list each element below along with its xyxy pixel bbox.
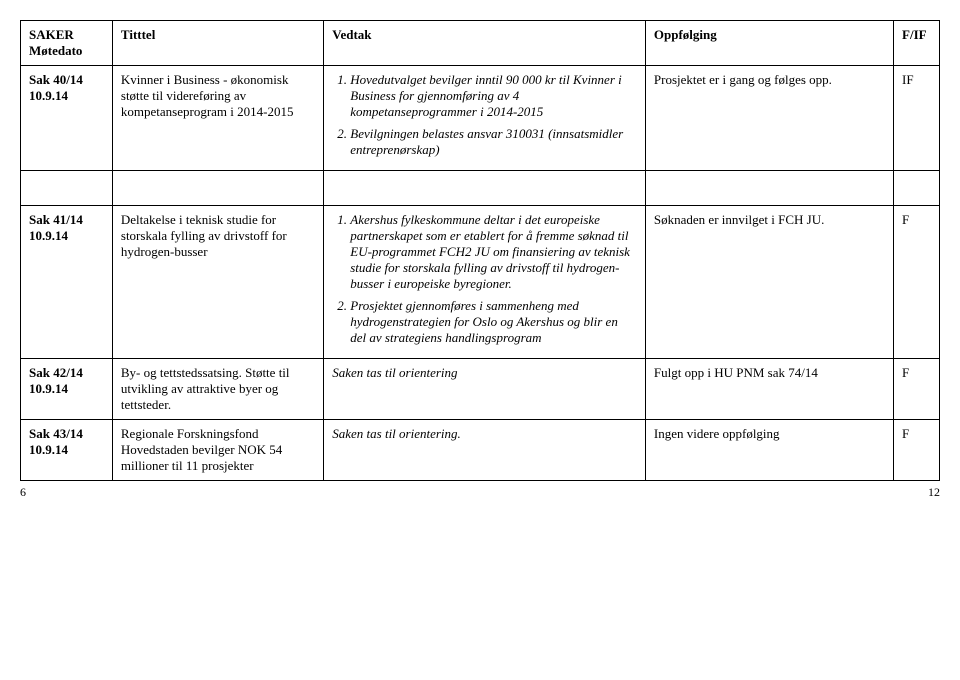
header-vedtak: Vedtak	[324, 21, 646, 66]
vedtak-item: Prosjektet gjennomføres i sammenheng med…	[350, 298, 637, 346]
fif-cell: F	[894, 206, 940, 359]
oppfolging-cell: Søknaden er innvilget i FCH JU.	[645, 206, 893, 359]
page-number-right: 12	[928, 485, 940, 500]
table-row: Sak 42/14 10.9.14 By- og tettstedssatsin…	[21, 359, 940, 420]
table-row: Sak 43/14 10.9.14 Regionale Forskningsfo…	[21, 420, 940, 481]
tittel-cell: By- og tettstedssatsing. Støtte til utvi…	[112, 359, 323, 420]
vedtak-cell: Akershus fylkeskommune deltar i det euro…	[324, 206, 646, 359]
document-table: SAKER Møtedato Titttel Vedtak Oppfølging…	[20, 20, 940, 481]
tittel-cell: Kvinner i Business - økonomisk støtte ti…	[112, 66, 323, 171]
header-saker-line1: SAKER	[29, 27, 74, 42]
oppfolging-cell: Ingen videre oppfølging	[645, 420, 893, 481]
sak-date: 10.9.14	[29, 228, 68, 243]
table-row: Sak 40/14 10.9.14 Kvinner i Business - ø…	[21, 66, 940, 171]
vedtak-item: Bevilgningen belastes ansvar 310031 (inn…	[350, 126, 637, 158]
vedtak-item: Hovedutvalget bevilger inntil 90 000 kr …	[350, 72, 637, 120]
sak-date: 10.9.14	[29, 88, 68, 103]
vedtak-item: Akershus fylkeskommune deltar i det euro…	[350, 212, 637, 292]
sak-number: Sak 42/14	[29, 365, 83, 380]
vedtak-plain: Saken tas til orientering	[332, 365, 457, 380]
vedtak-cell: Saken tas til orientering.	[324, 420, 646, 481]
oppfolging-cell: Prosjektet er i gang og følges opp.	[645, 66, 893, 171]
page-numbers: 6 12	[20, 485, 940, 500]
vedtak-plain: Saken tas til orientering.	[332, 426, 461, 441]
sak-number: Sak 43/14	[29, 426, 83, 441]
fif-cell: F	[894, 420, 940, 481]
header-fif: F/IF	[894, 21, 940, 66]
header-saker: SAKER Møtedato	[21, 21, 113, 66]
vedtak-cell: Hovedutvalget bevilger inntil 90 000 kr …	[324, 66, 646, 171]
page-number-left: 6	[20, 485, 26, 500]
sak-date: 10.9.14	[29, 381, 68, 396]
sak-number: Sak 41/14	[29, 212, 83, 227]
spacer-row	[21, 171, 940, 206]
sak-date: 10.9.14	[29, 442, 68, 457]
header-tittel: Titttel	[112, 21, 323, 66]
table-row: Sak 41/14 10.9.14 Deltakelse i teknisk s…	[21, 206, 940, 359]
header-row: SAKER Møtedato Titttel Vedtak Oppfølging…	[21, 21, 940, 66]
fif-cell: F	[894, 359, 940, 420]
tittel-cell: Deltakelse i teknisk studie for storskal…	[112, 206, 323, 359]
oppfolging-cell: Fulgt opp i HU PNM sak 74/14	[645, 359, 893, 420]
sak-number: Sak 40/14	[29, 72, 83, 87]
vedtak-cell: Saken tas til orientering	[324, 359, 646, 420]
tittel-cell: Regionale Forskningsfond Hovedstaden bev…	[112, 420, 323, 481]
header-saker-line2: Møtedato	[29, 43, 82, 58]
header-oppfolging: Oppfølging	[645, 21, 893, 66]
fif-cell: IF	[894, 66, 940, 171]
